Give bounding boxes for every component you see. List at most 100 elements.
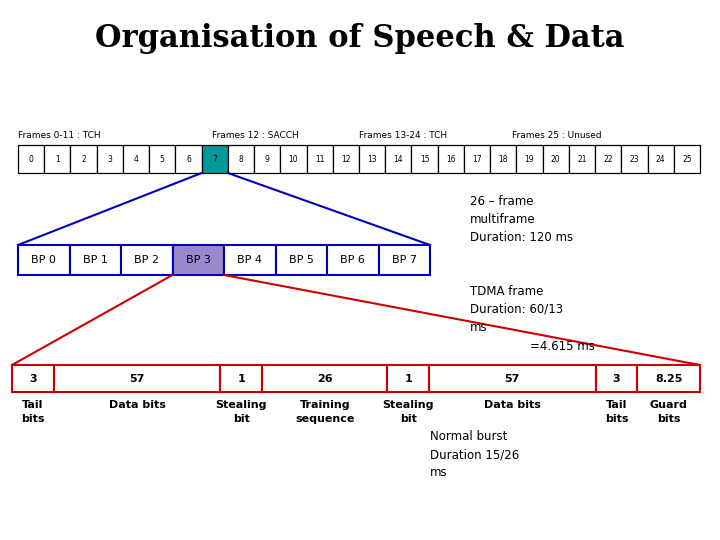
Text: Normal burst
Duration 15/26
ms: Normal burst Duration 15/26 ms: [430, 430, 519, 479]
Text: BP 1: BP 1: [83, 255, 108, 265]
Bar: [385, 145, 411, 173]
Text: bits: bits: [605, 414, 629, 424]
Bar: [276, 245, 327, 275]
Text: 4: 4: [134, 154, 138, 164]
Bar: [595, 145, 621, 173]
Text: BP 3: BP 3: [186, 255, 211, 265]
Bar: [543, 145, 569, 173]
Text: bits: bits: [21, 414, 45, 424]
Bar: [54, 365, 220, 392]
Text: bit: bit: [233, 414, 250, 424]
Text: Frames 13-24 : TCH: Frames 13-24 : TCH: [359, 131, 447, 140]
Text: 25: 25: [682, 154, 692, 164]
Text: 22: 22: [603, 154, 613, 164]
Text: bits: bits: [657, 414, 680, 424]
Bar: [220, 365, 262, 392]
Text: 10: 10: [289, 154, 298, 164]
Text: 3: 3: [613, 374, 621, 383]
Bar: [228, 145, 254, 173]
Bar: [12, 365, 54, 392]
Text: 1: 1: [404, 374, 412, 383]
Bar: [202, 145, 228, 173]
Text: Stealing: Stealing: [382, 400, 434, 410]
Bar: [647, 145, 674, 173]
Text: 19: 19: [525, 154, 534, 164]
Text: 11: 11: [315, 154, 325, 164]
Text: 26: 26: [317, 374, 333, 383]
Text: 8: 8: [238, 154, 243, 164]
Bar: [595, 365, 637, 392]
Bar: [327, 245, 379, 275]
Text: 16: 16: [446, 154, 456, 164]
Bar: [569, 145, 595, 173]
Bar: [516, 145, 543, 173]
Bar: [71, 145, 96, 173]
Bar: [44, 145, 71, 173]
Bar: [490, 145, 516, 173]
Bar: [359, 145, 385, 173]
Bar: [254, 145, 280, 173]
Text: 24: 24: [656, 154, 665, 164]
Bar: [18, 245, 70, 275]
Bar: [176, 145, 202, 173]
Text: 3: 3: [29, 374, 37, 383]
Text: Tail: Tail: [606, 400, 627, 410]
Bar: [333, 145, 359, 173]
Bar: [307, 145, 333, 173]
Text: 13: 13: [367, 154, 377, 164]
Text: Organisation of Speech & Data: Organisation of Speech & Data: [95, 23, 625, 53]
Bar: [674, 145, 700, 173]
Text: sequence: sequence: [295, 414, 354, 424]
Text: Data bits: Data bits: [484, 400, 541, 410]
Text: =4.615 ms: =4.615 ms: [530, 340, 595, 353]
Text: 12: 12: [341, 154, 351, 164]
Text: Stealing: Stealing: [215, 400, 267, 410]
Text: 7: 7: [212, 154, 217, 164]
Text: BP 2: BP 2: [134, 255, 159, 265]
Bar: [173, 245, 224, 275]
Text: 6: 6: [186, 154, 191, 164]
Text: 15: 15: [420, 154, 429, 164]
Bar: [123, 145, 149, 173]
Bar: [18, 145, 44, 173]
Text: 57: 57: [505, 374, 520, 383]
Text: Guard: Guard: [649, 400, 688, 410]
Text: Frames 25 : Unused: Frames 25 : Unused: [513, 131, 602, 140]
Text: TDMA frame
Duration: 60/13
ms: TDMA frame Duration: 60/13 ms: [470, 285, 563, 334]
Text: BP 5: BP 5: [289, 255, 314, 265]
Text: 2: 2: [81, 154, 86, 164]
Text: BP 4: BP 4: [238, 255, 262, 265]
Text: BP 0: BP 0: [31, 255, 56, 265]
Bar: [438, 145, 464, 173]
Text: 23: 23: [629, 154, 639, 164]
Text: BP 6: BP 6: [341, 255, 365, 265]
Bar: [387, 365, 429, 392]
Bar: [262, 365, 387, 392]
Bar: [121, 245, 173, 275]
Text: 5: 5: [160, 154, 165, 164]
Text: 14: 14: [394, 154, 403, 164]
Bar: [149, 145, 176, 173]
Text: 18: 18: [498, 154, 508, 164]
Text: BP 7: BP 7: [392, 255, 417, 265]
Bar: [464, 145, 490, 173]
Bar: [96, 145, 123, 173]
Text: 3: 3: [107, 154, 112, 164]
Text: 1: 1: [238, 374, 246, 383]
Text: Frames 0-11 : TCH: Frames 0-11 : TCH: [18, 131, 101, 140]
Bar: [621, 145, 647, 173]
Bar: [280, 145, 307, 173]
Text: 17: 17: [472, 154, 482, 164]
Bar: [379, 245, 430, 275]
Text: 57: 57: [130, 374, 145, 383]
Text: Training: Training: [300, 400, 350, 410]
Text: 1: 1: [55, 154, 60, 164]
Text: Tail: Tail: [22, 400, 43, 410]
Text: 8.25: 8.25: [655, 374, 683, 383]
Text: 20: 20: [551, 154, 561, 164]
Text: 21: 21: [577, 154, 587, 164]
Text: 0: 0: [29, 154, 34, 164]
Text: 26 – frame
multiframe
Duration: 120 ms: 26 – frame multiframe Duration: 120 ms: [470, 195, 573, 244]
Bar: [637, 365, 700, 392]
Bar: [429, 365, 595, 392]
